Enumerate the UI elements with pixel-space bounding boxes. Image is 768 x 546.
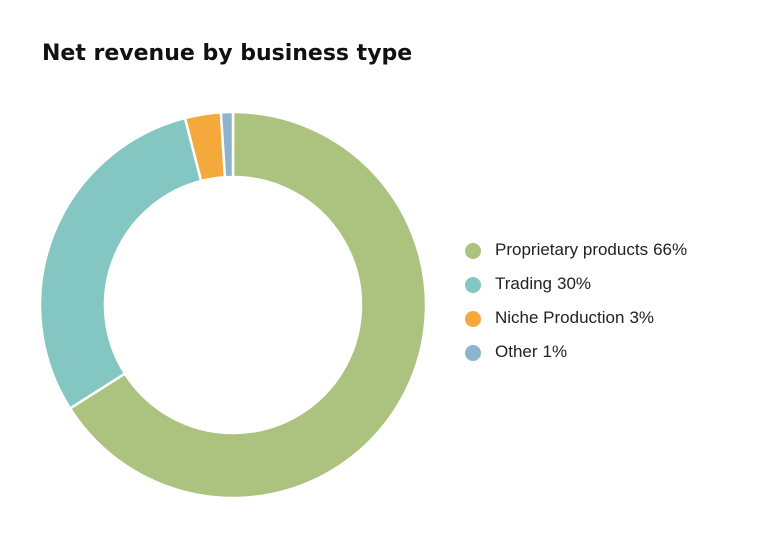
legend-value: 3% bbox=[629, 308, 654, 327]
legend-marker bbox=[465, 311, 481, 327]
legend-name: Trading bbox=[495, 274, 552, 293]
chart-title: Net revenue by business type bbox=[42, 41, 412, 66]
legend-name: Niche Production bbox=[495, 308, 624, 327]
legend-marker bbox=[465, 277, 481, 293]
legend-label: Trading 30% bbox=[495, 274, 591, 293]
legend-marker bbox=[465, 243, 481, 259]
legend-label: Other 1% bbox=[495, 342, 567, 361]
donut-slice bbox=[219, 110, 235, 179]
donut-slice bbox=[38, 116, 203, 411]
legend-label: Proprietary products 66% bbox=[495, 240, 687, 259]
donut-slice bbox=[68, 110, 428, 500]
legend-name: Other bbox=[495, 342, 538, 361]
legend-name: Proprietary products bbox=[495, 240, 648, 259]
donut bbox=[38, 110, 428, 500]
legend-label: Niche Production 3% bbox=[495, 308, 654, 327]
legend-value: 66% bbox=[653, 240, 687, 259]
legend-value: 1% bbox=[543, 342, 568, 361]
legend-value: 30% bbox=[557, 274, 591, 293]
legend-marker bbox=[465, 345, 481, 361]
legend: Proprietary products 66% Trading 30% Niche P… bbox=[465, 240, 687, 361]
